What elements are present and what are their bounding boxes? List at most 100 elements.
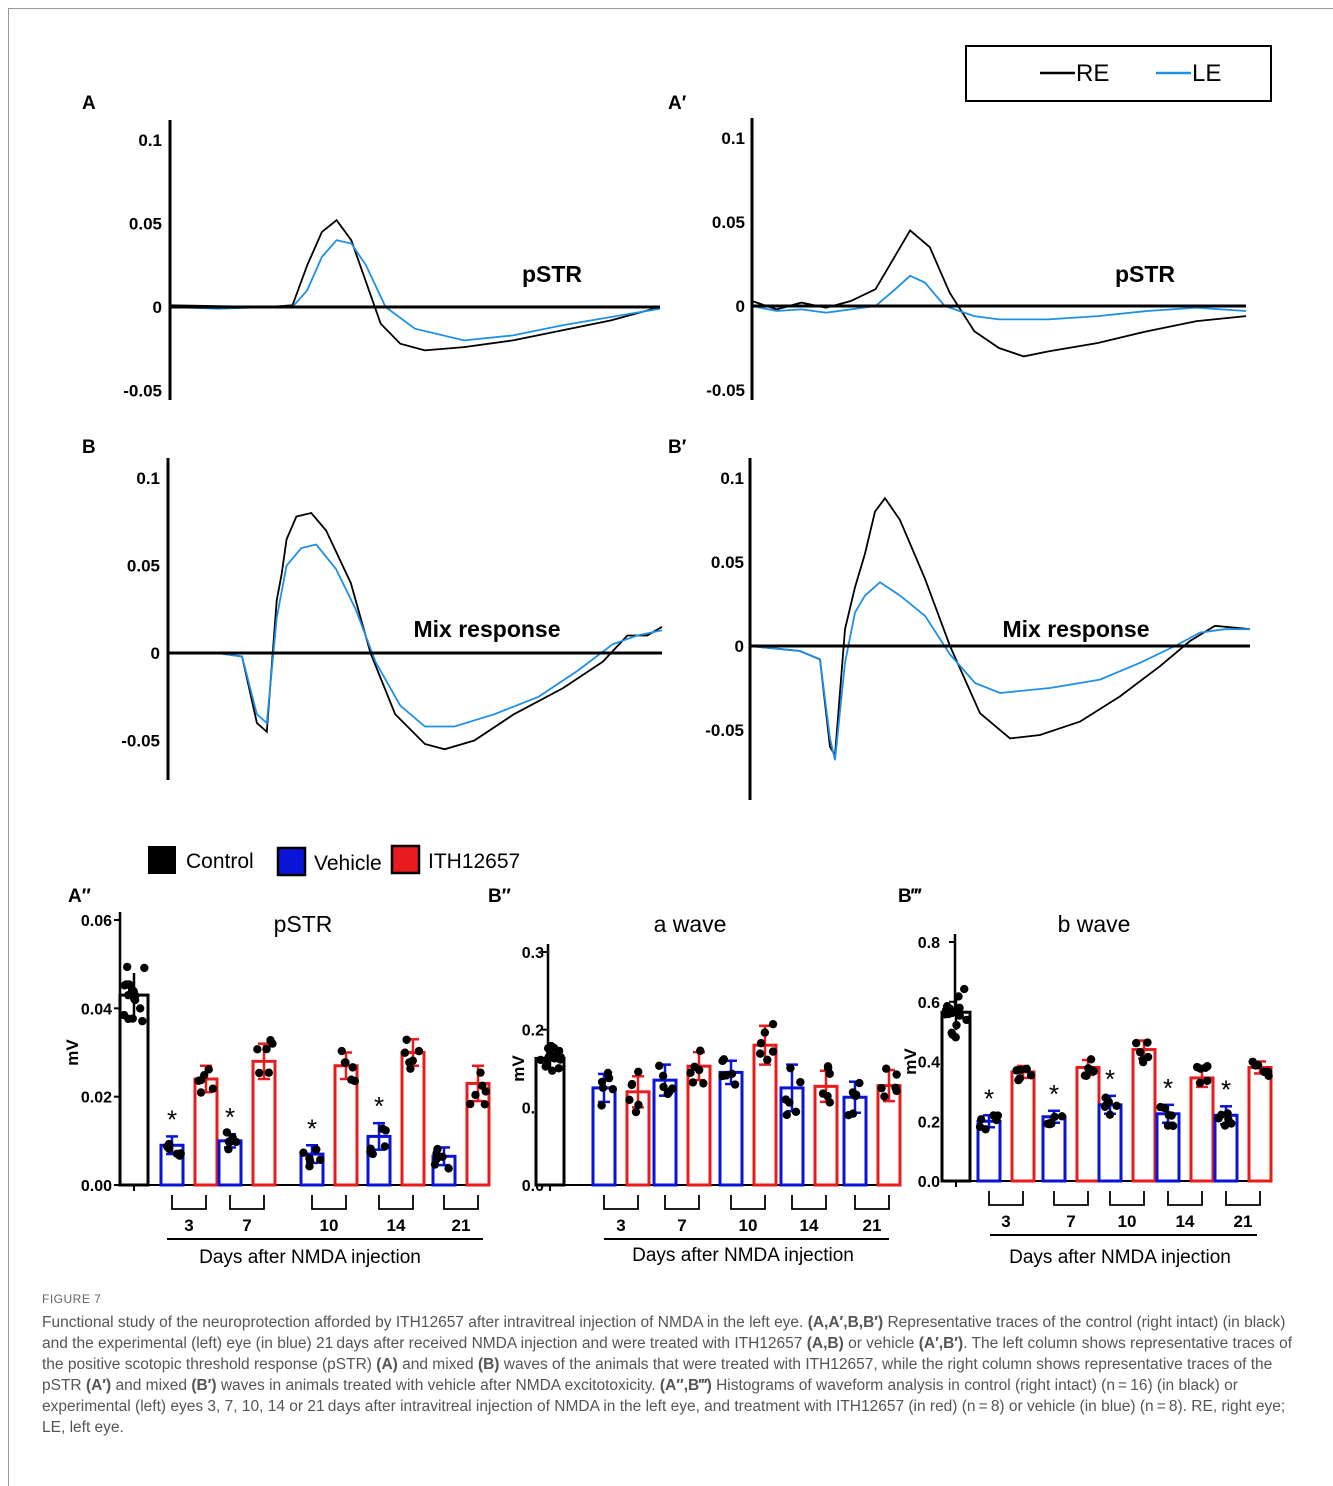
bar-ith	[1075, 1065, 1101, 1183]
panel-label: A′	[668, 93, 687, 114]
chart-title: a wave	[654, 911, 727, 937]
data-point	[208, 1084, 218, 1093]
y-tick-label: 0.02	[81, 1090, 112, 1107]
data-point	[380, 1142, 390, 1151]
data-point	[1015, 1074, 1025, 1083]
data-point	[341, 1058, 350, 1067]
group-bracket	[791, 1195, 827, 1210]
data-point	[316, 1155, 325, 1165]
data-point	[196, 1088, 206, 1097]
data-point	[655, 1061, 664, 1070]
legend-vehicle-label: Vehicle	[314, 852, 382, 875]
y-tick-label: 0.05	[711, 553, 744, 572]
significance-star: *	[225, 1102, 235, 1132]
data-point	[1224, 1114, 1233, 1124]
data-point	[119, 1010, 129, 1020]
data-point	[848, 1088, 858, 1097]
x-axis-label: Days after NMDA injection	[632, 1245, 854, 1266]
group-bracket	[311, 1195, 347, 1210]
data-point	[128, 1014, 137, 1023]
significance-star: *	[307, 1113, 317, 1143]
data-point	[786, 1063, 795, 1073]
significance-star: *	[1163, 1073, 1173, 1103]
data-point	[603, 1068, 613, 1078]
group-label: 10	[739, 1216, 758, 1235]
group-label: 21	[863, 1216, 882, 1235]
data-point	[825, 1098, 834, 1107]
group-label: 3	[184, 1216, 193, 1235]
significance-star: *	[1105, 1064, 1115, 1094]
data-point	[471, 1090, 480, 1100]
group-label: 10	[1118, 1212, 1137, 1231]
y-tick-label: 0.05	[127, 557, 160, 576]
data-point	[955, 1011, 964, 1020]
bar-ith	[1131, 1048, 1157, 1183]
group-label: 14	[387, 1216, 406, 1235]
data-point	[200, 1070, 209, 1080]
y-axis-label: mV	[509, 1055, 528, 1082]
data-point	[992, 1115, 1001, 1125]
data-point	[548, 1066, 557, 1075]
group-bracket	[1109, 1191, 1145, 1206]
panel-label: B′	[668, 437, 687, 458]
data-point	[140, 963, 149, 973]
y-tick-label: 0.04	[81, 1001, 112, 1018]
caption-ref: (A)	[376, 1356, 398, 1373]
data-point	[694, 1065, 704, 1075]
data-point	[255, 1068, 264, 1078]
y-tick-label: 0.1	[138, 131, 162, 150]
group-label: 3	[616, 1216, 625, 1235]
data-point	[631, 1107, 641, 1117]
y-tick-label: 0.00	[81, 1178, 112, 1195]
group-bracket	[603, 1195, 639, 1210]
y-tick-label: 0.05	[129, 215, 162, 234]
data-point	[947, 1028, 956, 1038]
data-point	[940, 1010, 950, 1019]
data-point	[1168, 1121, 1178, 1131]
data-point	[634, 1100, 643, 1110]
y-tick-label: -0.05	[121, 732, 160, 751]
y-axis-label: mV	[901, 1048, 920, 1075]
trace-panel-A1: A′ 0.1 0.05 0 -0.05 pSTR	[668, 93, 1247, 400]
significance-star: *	[1049, 1079, 1059, 1109]
data-point	[756, 1038, 766, 1048]
trace-annotation: pSTR	[522, 261, 582, 287]
data-point	[1143, 1038, 1152, 1047]
data-point	[855, 1078, 864, 1088]
data-point	[231, 1137, 241, 1147]
group-label: 7	[242, 1216, 251, 1235]
data-point	[954, 992, 963, 1001]
data-point	[627, 1079, 637, 1089]
caption-ref: (A,A′,B,B′)	[807, 1314, 884, 1331]
data-point	[264, 1068, 273, 1077]
data-point	[877, 1083, 886, 1093]
data-point	[1135, 1047, 1145, 1057]
data-point	[718, 1056, 727, 1066]
data-point	[553, 1050, 562, 1060]
data-point	[299, 1148, 308, 1157]
trace-line-le	[168, 543, 663, 728]
data-point	[962, 1015, 971, 1025]
caption-ref: (A′)	[85, 1377, 112, 1394]
data-point	[768, 1047, 778, 1056]
data-point	[194, 1076, 203, 1086]
panel-label: A″	[68, 886, 91, 907]
histogram-B3: B‴ b wave mV 0.8 0.6 0.4 0.2 0.0 * 3 * 7 * 10 * 14 * 21Da…	[898, 886, 1273, 1268]
caption-part: waves in animals treated with vehicle af…	[220, 1377, 656, 1394]
trace-line-le	[749, 581, 1250, 761]
legend-ith-swatch	[390, 844, 421, 875]
significance-star: *	[984, 1083, 994, 1113]
data-point	[337, 1046, 346, 1056]
legend-control-label: Control	[186, 850, 254, 873]
histogram-A2: A″ pSTR mV 0.06 0.04 0.02 0.00 * 3 * 7 * 10 * 14 21 Days…	[63, 886, 491, 1268]
bar-control	[534, 1056, 566, 1187]
panel-label: B″	[488, 886, 511, 907]
bar-ith	[400, 1051, 426, 1187]
data-point	[688, 1078, 698, 1087]
data-point	[882, 1064, 891, 1073]
data-point	[536, 1055, 545, 1065]
group-label: 21	[452, 1216, 471, 1235]
y-tick-label: 0.05	[712, 213, 745, 232]
y-axis-label: mV	[63, 1039, 82, 1066]
trace-legend-box	[965, 45, 1272, 102]
